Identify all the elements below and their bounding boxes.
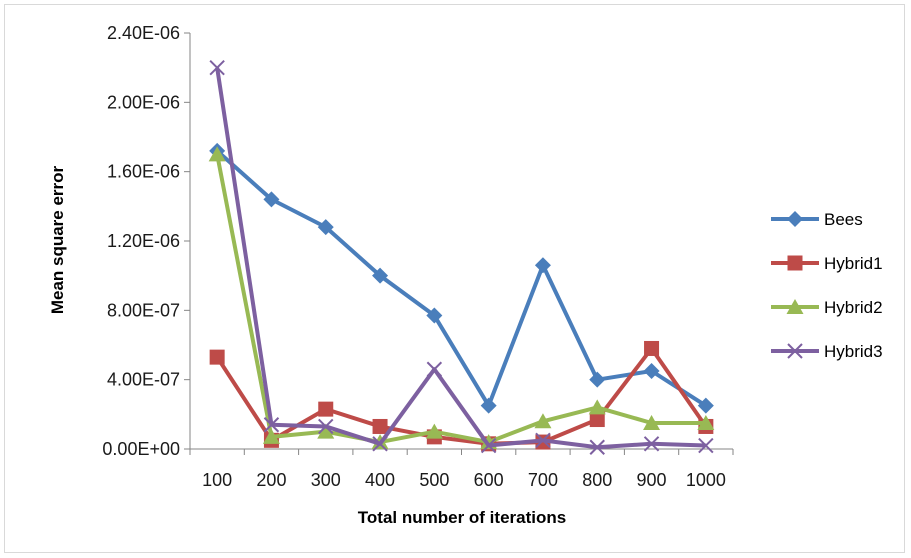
series-hybrid3 <box>209 59 714 455</box>
x-tick-label: 400 <box>365 470 395 490</box>
x-axis: 100 200 300 400 500 600 700 800 900 1000 <box>189 448 734 490</box>
legend-swatch-marker <box>787 255 803 271</box>
x-tick-label: 600 <box>474 470 504 490</box>
x-marker-stroke <box>480 437 497 454</box>
legend-item-bees: Bees <box>771 210 863 229</box>
data-point <box>589 439 605 455</box>
x-tick-label: 900 <box>637 470 667 490</box>
legend-label: Bees <box>824 210 863 229</box>
data-point <box>589 371 606 388</box>
data-point <box>318 418 334 435</box>
chart-frame <box>4 4 905 553</box>
data-point <box>697 397 714 414</box>
data-point <box>534 413 552 429</box>
data-point <box>535 432 551 449</box>
data-point <box>589 412 605 428</box>
y-axis: 0.00E+00 4.00E-07 8.00E-07 1.20E-06 1.60E-06… <box>102 23 191 459</box>
series-line <box>215 149 707 408</box>
data-point <box>643 363 660 379</box>
data-point <box>588 399 606 415</box>
data-point <box>262 428 280 444</box>
data-point <box>426 307 443 324</box>
data-point <box>534 257 551 274</box>
y-tick-label: 0.00E+00 <box>102 439 180 459</box>
x-marker-stroke <box>787 343 803 359</box>
legend-item-hybrid1: Hybrid1 <box>771 254 883 273</box>
data-point <box>643 415 661 430</box>
x-marker-stroke <box>263 417 280 433</box>
x-marker-stroke <box>589 439 605 455</box>
series-layer <box>208 59 715 455</box>
x-tick-label: 700 <box>528 470 558 490</box>
data-point <box>643 436 660 452</box>
data-point <box>697 415 715 430</box>
data-point <box>372 267 389 284</box>
x-axis-title: Total number of iterations <box>358 508 566 527</box>
y-tick-label: 4.00E-07 <box>107 370 180 390</box>
x-tick-label: 500 <box>419 470 449 490</box>
series-line <box>215 153 706 445</box>
y-tick-label: 8.00E-07 <box>107 300 180 320</box>
x-tick-label: 1000 <box>686 470 726 490</box>
series-line <box>215 67 706 450</box>
y-axis-title: Mean square error <box>48 165 67 314</box>
data-point <box>263 191 280 208</box>
x-marker-stroke <box>698 437 714 454</box>
legend-swatch-marker <box>787 343 803 359</box>
x-marker-stroke <box>372 436 388 452</box>
y-tick-label: 1.20E-06 <box>107 231 180 251</box>
data-point <box>317 423 335 439</box>
x-marker-stroke <box>209 59 225 76</box>
x-marker-stroke <box>535 432 551 449</box>
legend-label: Hybrid2 <box>824 298 883 317</box>
data-point <box>318 401 334 417</box>
x-tick-label: 200 <box>256 470 286 490</box>
legend-swatch-marker <box>787 211 803 227</box>
data-point <box>698 437 714 454</box>
x-tick-label: 300 <box>311 470 341 490</box>
data-point <box>644 340 660 356</box>
y-tick-label: 2.00E-06 <box>107 92 180 112</box>
x-tick-label: 100 <box>202 470 232 490</box>
data-point <box>208 146 226 162</box>
x-marker-stroke <box>643 436 660 452</box>
x-marker-stroke <box>318 418 334 435</box>
legend-item-hybrid3: Hybrid3 <box>771 342 883 361</box>
legend-swatch-marker <box>786 299 804 314</box>
data-point <box>317 219 334 236</box>
y-tick-label: 2.40E-06 <box>107 23 180 43</box>
x-marker-stroke <box>426 361 443 377</box>
data-point <box>372 436 388 452</box>
data-point <box>263 417 280 433</box>
data-point <box>209 59 225 76</box>
data-point <box>425 423 443 439</box>
data-point <box>209 349 225 365</box>
series-bees <box>209 142 714 414</box>
legend-label: Hybrid1 <box>824 254 883 273</box>
legend-label: Hybrid3 <box>824 342 883 361</box>
legend-item-hybrid2: Hybrid2 <box>771 298 883 317</box>
data-point <box>480 397 497 414</box>
data-point <box>480 437 497 454</box>
series-hybrid2 <box>208 146 715 450</box>
x-tick-label: 800 <box>582 470 612 490</box>
y-tick-label: 1.60E-06 <box>107 162 180 182</box>
legend: Bees Hybrid1 Hybrid2 Hybrid3 <box>771 210 883 361</box>
data-point <box>372 418 388 434</box>
data-point <box>426 361 443 377</box>
